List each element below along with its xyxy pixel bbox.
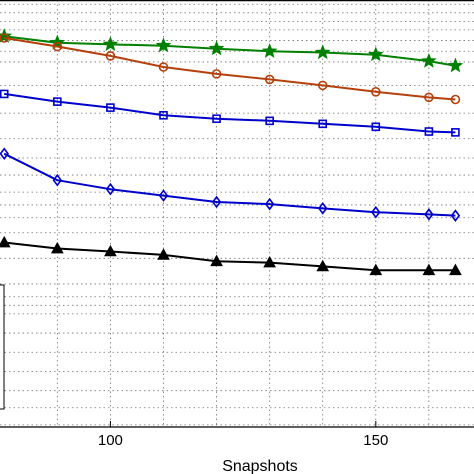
data-point-circle xyxy=(52,41,63,52)
x-ticks: 100 150 xyxy=(98,421,388,449)
data-point-circle xyxy=(264,74,275,85)
data-point-square xyxy=(159,110,168,120)
data-point-square xyxy=(371,122,381,132)
data-point-triangle xyxy=(316,259,330,272)
data-point-triangle xyxy=(157,248,170,260)
data-point-diamond xyxy=(317,202,328,215)
data-point-diamond xyxy=(211,195,222,209)
data-point-circle xyxy=(371,87,381,97)
axes xyxy=(0,0,474,428)
data-point-star xyxy=(447,57,464,73)
data-point-diamond xyxy=(158,189,169,202)
data-point-circle xyxy=(317,80,328,91)
data-point-star xyxy=(208,40,225,56)
data-point-square xyxy=(106,103,115,112)
data-point-square xyxy=(212,114,221,124)
series-line-triangle xyxy=(4,241,456,272)
data-point-star xyxy=(368,46,384,62)
data-point-diamond xyxy=(105,182,116,196)
data-point-square xyxy=(265,116,274,126)
data-point-diamond xyxy=(0,147,9,161)
data-point-circle xyxy=(424,92,434,103)
data-point-triangle xyxy=(369,263,383,276)
data-point-triangle xyxy=(50,241,64,254)
series-triangle xyxy=(0,235,462,276)
data-point-circle xyxy=(0,33,10,43)
series-line-star xyxy=(4,35,456,67)
data-point-star xyxy=(102,36,119,52)
data-point-square xyxy=(318,119,328,129)
data-point-diamond xyxy=(52,173,63,187)
data-point-square xyxy=(0,89,9,99)
series-line-square xyxy=(4,92,456,134)
x-tick-label: 100 xyxy=(98,432,123,449)
data-point-diamond xyxy=(424,208,434,221)
data-point-star xyxy=(261,43,278,58)
data-point-circle xyxy=(211,69,222,79)
data-point-diamond xyxy=(264,197,275,211)
legend-box xyxy=(0,284,5,410)
x-tick-label: 150 xyxy=(363,432,388,449)
grid xyxy=(0,0,474,427)
series-line-diamond xyxy=(3,152,456,217)
x-axis-label: Snapshots xyxy=(222,458,298,474)
data-point-triangle xyxy=(422,263,436,276)
data-point-triangle xyxy=(210,254,223,267)
data-point-triangle xyxy=(449,263,462,276)
data-point-circle xyxy=(450,94,461,105)
data-point-diamond xyxy=(450,209,461,222)
data-point-square xyxy=(53,97,62,106)
series-circle xyxy=(0,33,461,105)
data-point-circle xyxy=(158,62,169,72)
data-point-triangle xyxy=(263,255,277,268)
series-line-circle xyxy=(4,37,456,101)
series-group xyxy=(0,28,464,276)
data-point-circle xyxy=(105,51,116,61)
data-point-diamond xyxy=(371,205,381,219)
data-point-star xyxy=(421,52,437,68)
data-point-square xyxy=(451,128,460,137)
data-point-star xyxy=(314,44,331,60)
data-point-triangle xyxy=(104,244,117,257)
data-point-square xyxy=(424,127,434,136)
series-diamond xyxy=(0,147,461,222)
data-point-star xyxy=(155,37,172,53)
data-point-triangle xyxy=(0,235,11,248)
series-square xyxy=(0,89,460,137)
